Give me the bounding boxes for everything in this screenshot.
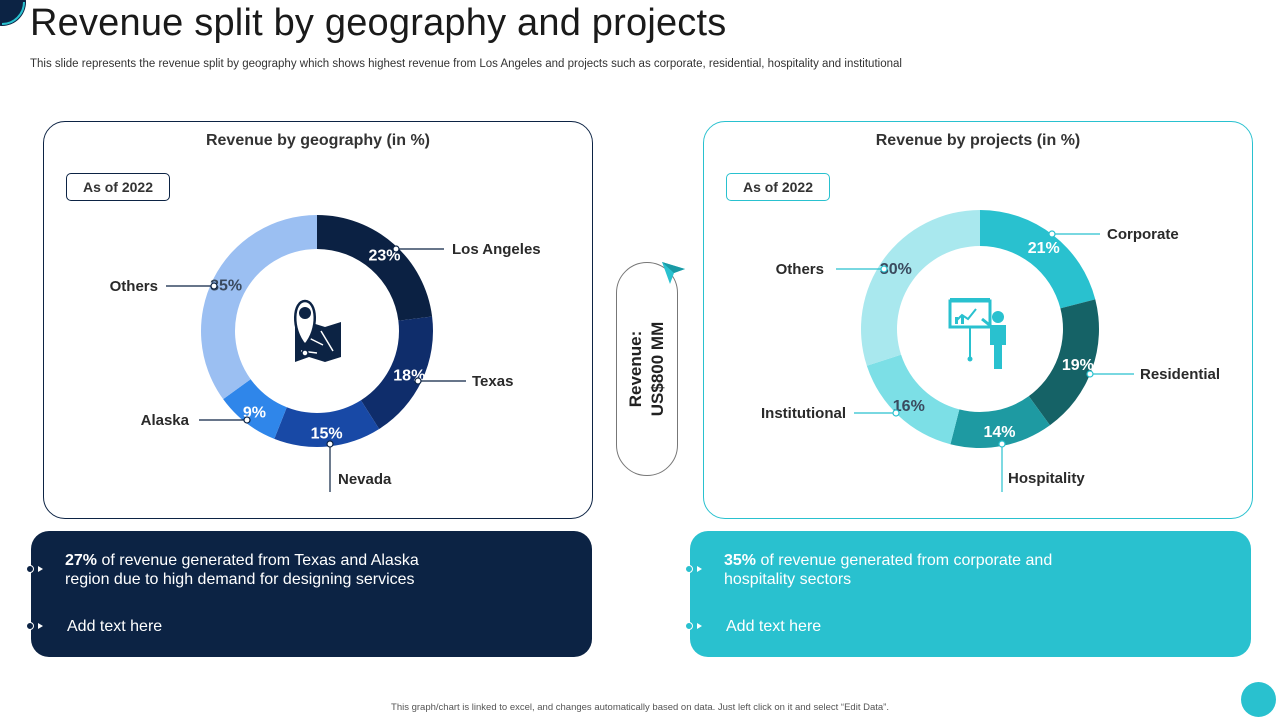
bullet-arrow-icon xyxy=(685,565,706,575)
footer-note: This graph/chart is linked to excel, and… xyxy=(391,702,889,713)
projects-insight-body: of revenue generated from corporate and … xyxy=(724,552,1053,588)
projects-panel: Revenue by projects (in %) As of 2022 21… xyxy=(703,121,1253,519)
geography-donut-chart: 23%18%15%9%35%Los AngelesTexasNevadaAlas… xyxy=(110,215,541,492)
callout-dot xyxy=(414,377,422,385)
donut-slice-los-angeles[interactable] xyxy=(317,215,433,321)
projects-insight-box: 35% of revenue generated from corporate … xyxy=(685,531,1251,657)
donut-slice-corporate[interactable] xyxy=(980,210,1096,309)
projects-chart-title: Revenue by projects (in %) xyxy=(875,132,1081,149)
donut-slice-hospitality[interactable] xyxy=(950,396,1050,448)
callout-dot xyxy=(880,265,888,273)
callout-dot xyxy=(1086,370,1094,378)
revenue-total-label: Revenue: US$800 MM xyxy=(625,322,669,416)
callout-dot xyxy=(1048,230,1056,238)
geography-chart-title: Revenue by geography (in %) xyxy=(205,132,431,149)
slice-value-label: 16% xyxy=(893,398,925,415)
donut-slice-institutional[interactable] xyxy=(866,354,960,445)
geography-insight-body: of revenue generated from Texas and Alas… xyxy=(65,552,419,588)
projects-year-badge: As of 2022 xyxy=(726,173,830,201)
slice-value-label: 14% xyxy=(983,424,1015,441)
slice-value-label: 23% xyxy=(368,247,400,264)
geography-panel: Revenue by geography (in %) As of 2022 2… xyxy=(43,121,593,519)
geography-insight-text: 27% of revenue generated from Texas and … xyxy=(65,551,445,589)
category-label: Los Angeles xyxy=(452,241,541,258)
donut-slice-others[interactable] xyxy=(861,210,980,366)
geography-insight-highlight: 27% xyxy=(65,552,98,569)
slice-value-label: 15% xyxy=(311,426,343,443)
revenue-total-pill: Revenue: US$800 MM xyxy=(616,262,678,476)
projects-add-text[interactable]: Add text here xyxy=(726,618,822,635)
category-label: Corporate xyxy=(1107,226,1179,243)
category-label: Residential xyxy=(1140,366,1220,383)
donut-slice-residential[interactable] xyxy=(1028,299,1099,426)
projects-insight-highlight: 35% xyxy=(724,552,757,569)
category-label: Others xyxy=(776,261,824,278)
map-pin-icon xyxy=(294,299,341,362)
callout-dot xyxy=(326,440,334,448)
category-label: Others xyxy=(110,278,158,295)
donut-slice-others[interactable] xyxy=(201,215,317,400)
page-subtitle: This slide represents the revenue split … xyxy=(30,58,902,70)
callout-dot xyxy=(998,440,1006,448)
category-label: Institutional xyxy=(761,405,846,422)
footer-circle-decoration xyxy=(1241,682,1276,717)
donut-slice-texas[interactable] xyxy=(360,316,433,429)
donut-slice-alaska[interactable] xyxy=(223,379,287,439)
bullet-arrow-icon xyxy=(685,622,706,632)
bullet-arrow-icon xyxy=(26,622,47,632)
bullet-arrow-icon xyxy=(26,565,47,575)
corner-decoration xyxy=(0,0,26,26)
geography-insight-box: 27% of revenue generated from Texas and … xyxy=(26,531,592,657)
donut-slice-nevada[interactable] xyxy=(274,400,380,448)
projects-insight-text: 35% of revenue generated from corporate … xyxy=(724,551,1104,589)
callout-dot xyxy=(392,245,400,253)
callout-dot xyxy=(243,416,251,424)
callout-dot xyxy=(892,409,900,417)
category-label: Alaska xyxy=(141,412,190,429)
cursor-icon xyxy=(662,262,685,284)
category-label: Hospitality xyxy=(1008,470,1085,487)
slice-value-label: 30% xyxy=(880,261,912,278)
category-label: Texas xyxy=(472,373,513,390)
slice-value-label: 35% xyxy=(210,278,242,295)
category-label: Nevada xyxy=(338,471,392,488)
slice-value-label: 21% xyxy=(1028,240,1060,257)
geography-add-text[interactable]: Add text here xyxy=(67,618,163,635)
revenue-label: Revenue: xyxy=(626,330,645,408)
page-title: Revenue split by geography and projects xyxy=(30,2,727,44)
revenue-amount: US$800 MM xyxy=(648,321,667,417)
projects-donut-chart: 21% 19% 14% 16% 30% Corporate Residential Hospi… xyxy=(761,210,1220,492)
callout-dot xyxy=(210,282,218,290)
slice-value-label: 19% xyxy=(1062,357,1094,374)
geography-year-badge: As of 2022 xyxy=(66,173,170,201)
presentation-icon xyxy=(948,298,1006,369)
